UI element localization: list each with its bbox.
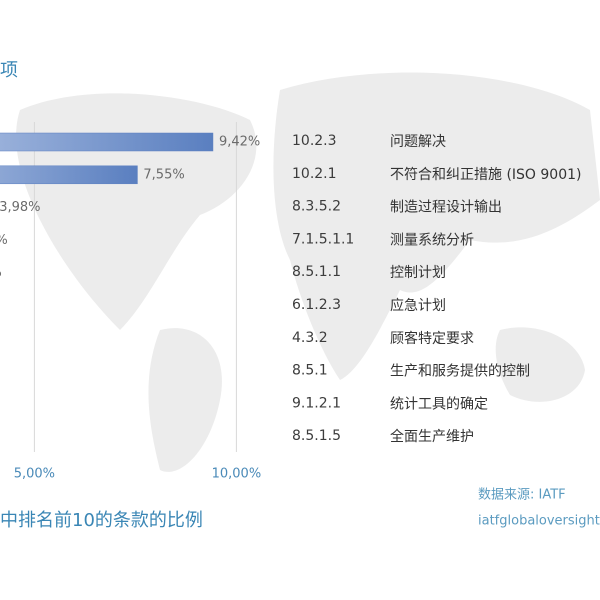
clause-code: 8.5.1.5 <box>292 428 341 444</box>
bar <box>0 165 138 185</box>
world-map-background <box>16 72 600 472</box>
source-line: iatfglobaloversight.org <box>478 514 600 529</box>
clause-description: 应急计划 <box>390 297 446 314</box>
clause-code: 10.2.3 <box>292 133 337 149</box>
clause-description: 测量系统分析 <box>390 232 474 248</box>
source-line: 数据来源: IATF <box>478 488 566 503</box>
value-label: 9,42% <box>219 135 260 150</box>
clause-description: 制造过程设计输出 <box>390 200 502 216</box>
clause-code: 8.5.1 <box>292 363 328 379</box>
clause-code: 7.1.5.1.1 <box>292 231 354 247</box>
clause-description: 生产和服务提供的控制 <box>390 364 530 380</box>
clause-code: 10.2.1 <box>292 166 337 182</box>
clause-description: 顾客特定要求 <box>390 330 474 347</box>
x-tick-label: 5,00% <box>14 467 55 482</box>
chart-title: 项 <box>0 60 18 81</box>
value-label: 3,02% <box>0 266 2 281</box>
clause-code: 9.1.2.1 <box>292 395 341 411</box>
chart-caption: 中排名前10的条款的比例 <box>0 510 203 531</box>
clause-code: 4.3.2 <box>292 330 328 346</box>
x-tick-label: 10,00% <box>212 467 262 482</box>
clause-code: 6.1.2.3 <box>292 297 341 313</box>
bar <box>0 132 214 152</box>
clause-description: 统计工具的确定 <box>390 396 488 412</box>
value-label: 3,17% <box>0 233 8 248</box>
value-label: 3,98% <box>0 200 41 215</box>
clause-code: 8.5.1.1 <box>292 264 341 280</box>
clause-description: 问题解决 <box>390 134 446 150</box>
clause-description: 控制计划 <box>390 265 446 281</box>
value-label: 7,55% <box>143 167 184 182</box>
clause-code: 8.3.5.2 <box>292 199 341 215</box>
clause-description: 全面生产维护 <box>390 428 474 445</box>
clause-description: 不符合和纠正措施 (ISO 9001) <box>390 167 582 183</box>
